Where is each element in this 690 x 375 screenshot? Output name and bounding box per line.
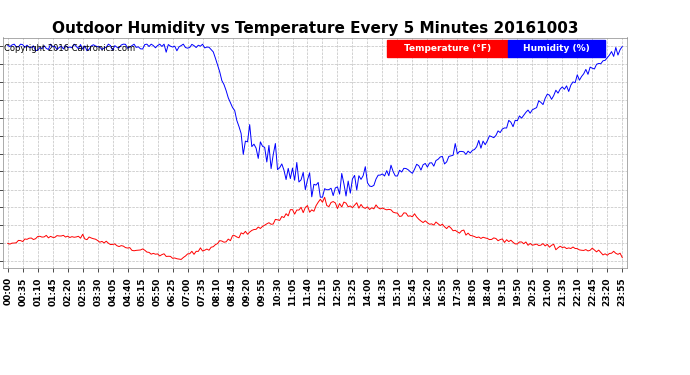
Bar xyxy=(508,40,604,57)
Title: Outdoor Humidity vs Temperature Every 5 Minutes 20161003: Outdoor Humidity vs Temperature Every 5 … xyxy=(52,21,578,36)
Text: Copyright 2016 Cartronics.com: Copyright 2016 Cartronics.com xyxy=(4,44,135,53)
Text: Temperature (°F): Temperature (°F) xyxy=(404,44,491,53)
Text: Humidity (%): Humidity (%) xyxy=(523,44,589,53)
Bar xyxy=(386,40,508,57)
